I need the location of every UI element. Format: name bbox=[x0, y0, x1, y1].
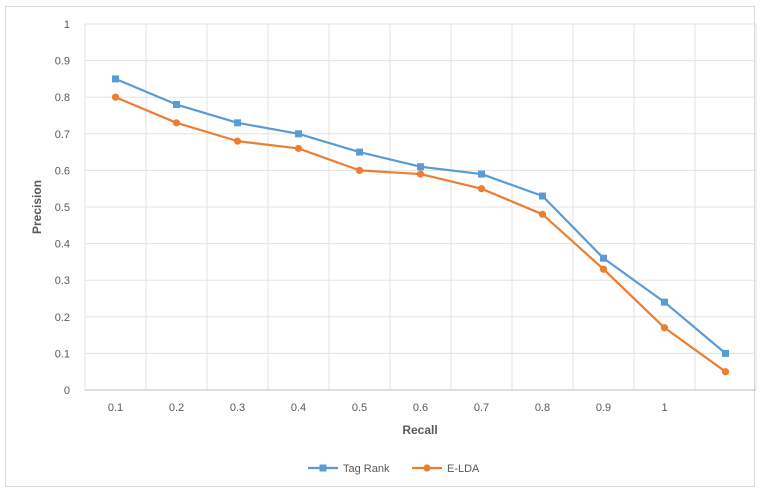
x-tick-label: 0.1 bbox=[108, 402, 123, 414]
series-lines bbox=[111, 75, 730, 376]
legend: Tag Rank E-LDA bbox=[308, 463, 480, 475]
y-tick-label: 0.7 bbox=[55, 129, 70, 141]
data-point bbox=[417, 163, 424, 171]
data-point bbox=[477, 185, 486, 193]
x-tick-label: 0.7 bbox=[474, 402, 489, 414]
x-axis-title: Recall bbox=[402, 423, 437, 437]
x-tick-label: 1 bbox=[661, 402, 667, 414]
y-tick-label: 1 bbox=[64, 19, 70, 31]
data-point bbox=[539, 192, 546, 200]
series-tag-rank bbox=[112, 75, 729, 357]
data-point bbox=[234, 119, 241, 127]
y-tick-label: 0.3 bbox=[55, 275, 70, 287]
x-tick-label: 0.6 bbox=[413, 402, 428, 414]
x-tick-label: 0.8 bbox=[535, 402, 550, 414]
x-tick-label: 0.5 bbox=[352, 402, 367, 414]
data-point bbox=[660, 324, 669, 332]
data-point bbox=[233, 137, 242, 145]
data-point bbox=[600, 254, 607, 262]
legend-marker bbox=[423, 464, 431, 472]
legend-entry: E-LDA bbox=[412, 463, 480, 475]
legend-label: E-LDA bbox=[447, 463, 480, 475]
data-point bbox=[112, 75, 119, 83]
data-point bbox=[294, 144, 303, 153]
y-tick-label: 0.9 bbox=[55, 56, 70, 68]
y-tick-label: 0.1 bbox=[55, 348, 70, 360]
data-point bbox=[416, 170, 425, 178]
tick-labels: 0 0.1 0.2 0.3 0.4 0.5 0.6 0.7 0.8 0.9 1 0.1 0.2 0.3 0.… bbox=[55, 19, 668, 414]
data-point bbox=[111, 93, 120, 101]
y-axis-title: Precision bbox=[30, 180, 44, 234]
gridlines bbox=[84, 23, 757, 390]
data-point bbox=[722, 349, 729, 357]
series-e-lda bbox=[111, 93, 730, 376]
data-point bbox=[172, 119, 181, 127]
y-tick-label: 0.5 bbox=[55, 202, 70, 214]
x-tick-label: 0.4 bbox=[291, 402, 306, 414]
y-tick-label: 0.4 bbox=[55, 239, 70, 251]
legend-marker bbox=[319, 464, 327, 472]
x-tick-label: 0.2 bbox=[169, 402, 184, 414]
data-point bbox=[538, 210, 547, 218]
legend-label: Tag Rank bbox=[343, 463, 390, 475]
legend-entry: Tag Rank bbox=[308, 463, 390, 475]
data-point bbox=[661, 298, 668, 306]
x-tick-label: 0.3 bbox=[230, 402, 245, 414]
data-point bbox=[356, 148, 363, 156]
data-point bbox=[173, 101, 180, 109]
data-point bbox=[478, 170, 485, 178]
y-tick-label: 0.8 bbox=[55, 92, 70, 104]
data-point bbox=[599, 265, 608, 273]
data-point bbox=[355, 166, 364, 174]
y-tick-label: 0.6 bbox=[55, 165, 70, 177]
data-point bbox=[721, 368, 730, 376]
y-tick-label: 0.2 bbox=[55, 312, 70, 324]
x-tick-label: 0.9 bbox=[596, 402, 611, 414]
y-tick-label: 0 bbox=[64, 385, 70, 397]
data-point bbox=[295, 130, 302, 138]
